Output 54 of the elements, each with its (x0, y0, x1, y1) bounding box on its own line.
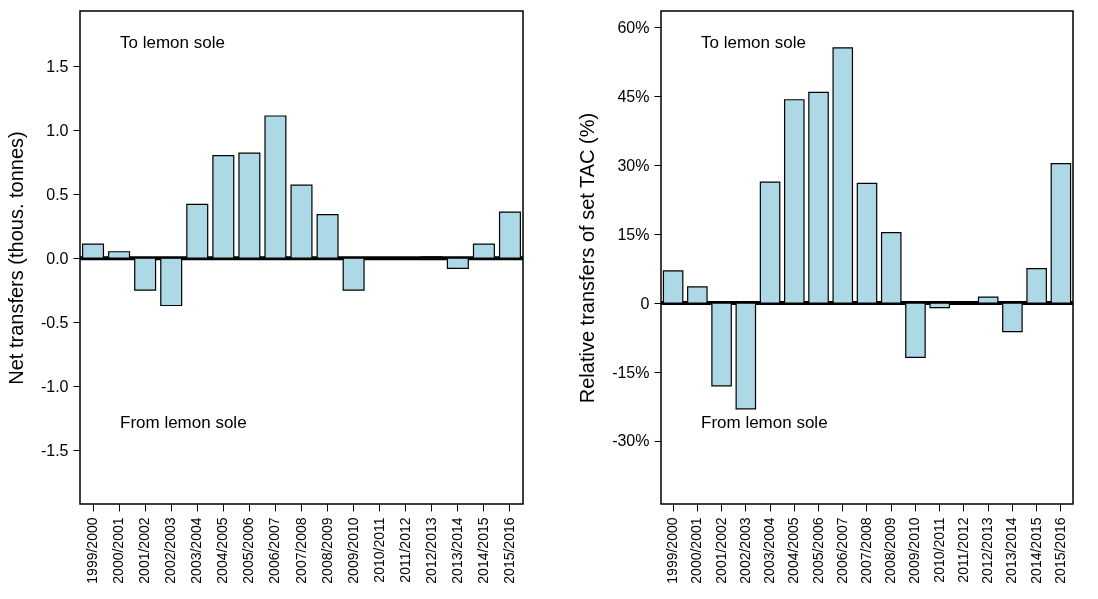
x-tick-label: 2002/2003 (736, 517, 753, 584)
y-tick-label: -0.5 (40, 313, 69, 331)
annotation: From lemon sole (701, 413, 828, 432)
x-tick-label: 2003/2004 (761, 517, 778, 584)
y-tick-label: -15% (612, 363, 650, 381)
x-tick-label: 2014/2015 (474, 517, 491, 584)
x-tick-label: 2015/2016 (1051, 517, 1068, 584)
x-tick-label: 2006/2007 (833, 517, 850, 584)
y-axis-title: Net transfers (thous. tonnes) (4, 131, 27, 385)
y-tick-label: 30% (617, 156, 650, 174)
y-tick-label: -1.0 (40, 377, 69, 395)
y-tick-label: -1.5 (40, 441, 69, 459)
y-tick-label: 0.0 (46, 249, 69, 267)
x-tick-label: 2004/2005 (785, 517, 802, 584)
annotation: From lemon sole (120, 413, 247, 432)
y-tick-label: 0.5 (46, 185, 69, 203)
x-tick-label: 2009/2010 (906, 517, 923, 584)
x-tick-label: 2008/2009 (882, 517, 899, 584)
x-tick-label: 2007/2008 (858, 517, 874, 584)
x-tick-label: 2015/2016 (500, 517, 517, 584)
x-tick-label: 2002/2003 (162, 517, 179, 584)
x-tick-label: 2005/2006 (809, 517, 826, 584)
x-tick-label: 2001/2002 (712, 517, 729, 584)
y-tick-label: 45% (617, 87, 650, 105)
x-tick-label: 2011/2012 (396, 517, 413, 583)
y-tick-label: 1.5 (46, 57, 69, 75)
annotation: To lemon sole (701, 33, 806, 52)
y-tick-label: 15% (617, 225, 650, 243)
x-tick-label: 2012/2013 (422, 517, 439, 584)
x-tick-label: 2000/2001 (110, 517, 127, 584)
y-tick-label: 60% (617, 18, 650, 36)
y-axis-title: Relative transfers of set TAC (%) (576, 112, 599, 404)
x-tick-label: 2013/2014 (1003, 517, 1020, 584)
y-tick-label: -30% (612, 432, 650, 450)
x-tick-label: 2006/2007 (266, 517, 283, 584)
x-tick-label: 2010/2011 (930, 517, 947, 583)
annotation: To lemon sole (120, 33, 225, 52)
x-tick-label: 2005/2006 (240, 517, 257, 584)
x-tick-label: 2003/2004 (188, 517, 205, 584)
x-tick-label: 2012/2013 (979, 517, 996, 584)
x-tick-label: 2007/2008 (292, 517, 309, 584)
x-tick-label: 2014/2015 (1027, 517, 1044, 584)
x-tick-label: 2009/2010 (344, 517, 361, 584)
x-tick-label: 2011/2012 (954, 517, 971, 583)
y-tick-label: 1.0 (46, 121, 69, 139)
x-tick-label: 1999/2000 (664, 517, 681, 584)
x-tick-label: 2000/2001 (688, 517, 705, 584)
x-tick-label: 2001/2002 (136, 517, 153, 584)
x-tick-label: 2008/2009 (318, 517, 335, 584)
x-tick-label: 2013/2014 (448, 517, 465, 584)
y-tick-label: 0 (640, 294, 650, 312)
x-tick-label: 2004/2005 (214, 517, 231, 584)
x-tick-label: 2010/2011 (370, 517, 387, 583)
x-tick-label: 1999/2000 (84, 517, 101, 584)
